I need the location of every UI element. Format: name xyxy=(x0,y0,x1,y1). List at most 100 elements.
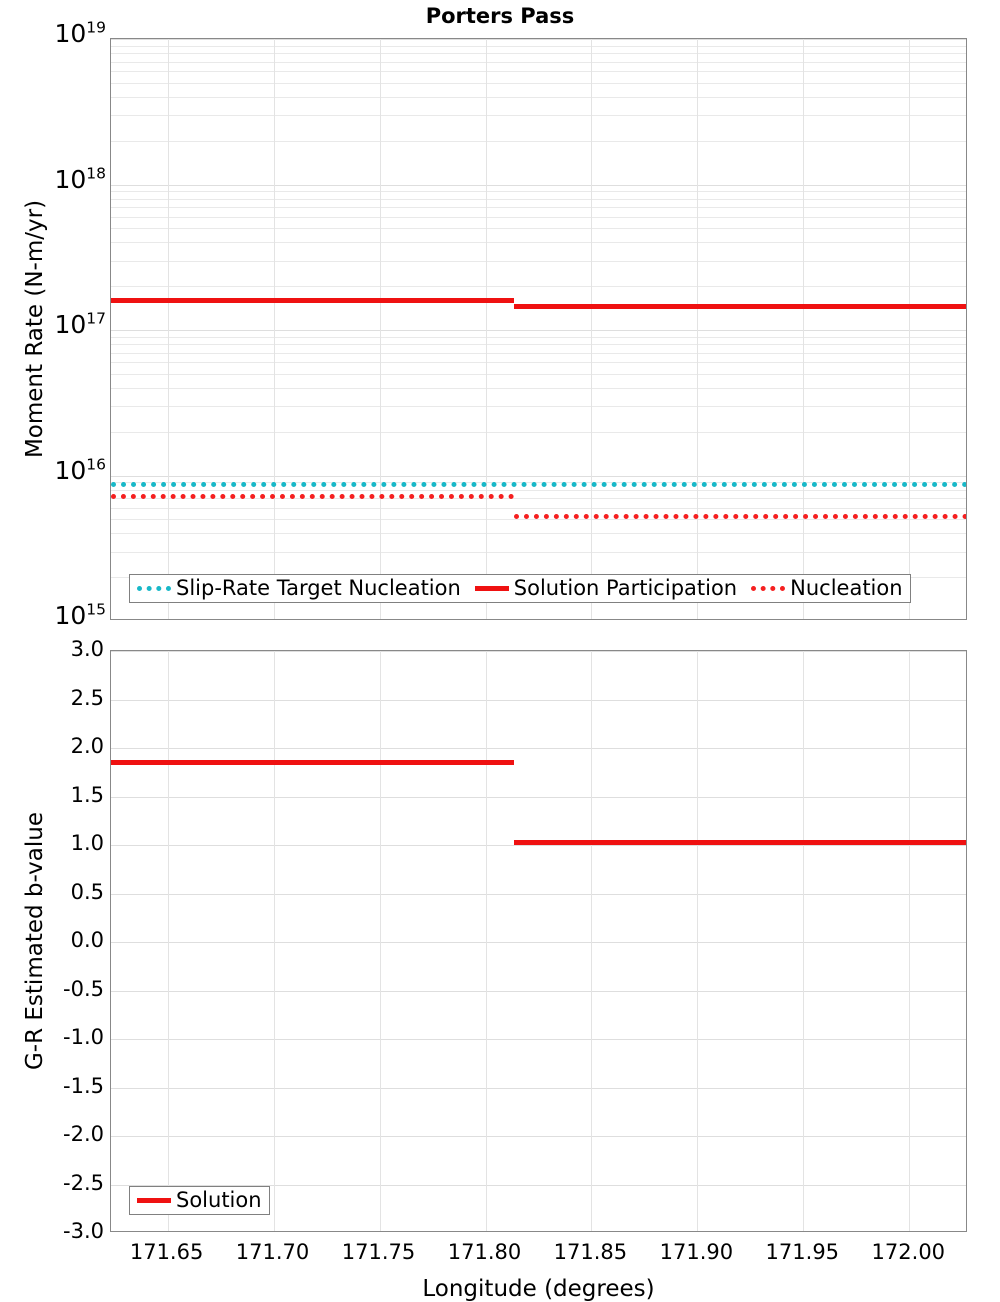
gridline-horizontal-minor xyxy=(111,406,966,408)
legend-swatch-icon xyxy=(137,586,171,591)
gridline-horizontal-minor xyxy=(111,191,966,193)
xtick-label: 171.65 xyxy=(129,1240,204,1264)
gridline-horizontal-minor xyxy=(111,336,966,338)
gridline-horizontal-minor xyxy=(111,61,966,63)
ytick-label-b-value: -1.5 xyxy=(63,1073,104,1098)
data-line-segment xyxy=(514,303,966,309)
gridline-horizontal-minor xyxy=(111,551,966,553)
ytick-label-b-value: 1.0 xyxy=(70,831,104,855)
data-line-segment xyxy=(111,297,515,303)
gridline-horizontal-major xyxy=(111,942,966,943)
gridline-horizontal-minor xyxy=(111,115,966,117)
data-line-segment xyxy=(514,840,966,846)
gridline-vertical xyxy=(379,39,381,619)
gridline-horizontal-major xyxy=(111,990,966,992)
xtick-label: 171.95 xyxy=(765,1240,840,1264)
longitude-axis-label: Longitude (degrees) xyxy=(422,1276,655,1302)
ytick-label-b-value: 1.5 xyxy=(70,782,104,807)
gridline-horizontal-minor xyxy=(111,96,966,98)
xtick-label: 172.00 xyxy=(871,1240,946,1264)
gridline-horizontal-minor xyxy=(111,286,966,288)
ytick-label-b-value: -2.5 xyxy=(63,1170,104,1195)
moment-rate-legend-entry[interactable]: Nucleation xyxy=(751,576,903,600)
b-value-plot-area: Solution xyxy=(110,650,967,1232)
xtick-label: 171.80 xyxy=(447,1240,522,1264)
gridline-horizontal-major xyxy=(111,39,966,40)
gridline-vertical xyxy=(379,651,381,1231)
legend-label: Solution Participation xyxy=(513,576,738,600)
ytick-label-moment-rate: 1015 xyxy=(54,600,106,630)
moment-rate-legend: Slip-Rate Target Nucleation Solution Part… xyxy=(129,574,911,603)
gridline-horizontal-minor xyxy=(111,519,966,521)
gridline-horizontal-minor xyxy=(111,45,966,47)
gridline-horizontal-major xyxy=(111,893,966,895)
ytick-label-moment-rate: 1019 xyxy=(54,18,106,48)
gridline-horizontal-major xyxy=(111,1087,966,1089)
data-line-segment xyxy=(111,481,966,487)
ytick-mantissa: 10 xyxy=(54,164,87,194)
gridline-vertical xyxy=(909,651,911,1231)
ytick-label-b-value: -1.0 xyxy=(63,1025,104,1049)
ytick-label-b-value: -2.0 xyxy=(63,1122,104,1146)
gridline-horizontal-minor xyxy=(111,82,966,84)
ytick-mantissa: 10 xyxy=(54,601,87,630)
moment-rate-axis-label: Moment Rate (N-m/yr) xyxy=(22,199,48,459)
xtick-label: 171.70 xyxy=(235,1240,310,1264)
gridline-horizontal-minor xyxy=(111,533,966,535)
ytick-label-b-value: 3.0 xyxy=(70,637,104,661)
moment-rate-plot-area: Slip-Rate Target Nucleation Solution Part… xyxy=(110,38,967,620)
legend-label: Slip-Rate Target Nucleation xyxy=(176,576,461,600)
gridline-horizontal-minor xyxy=(111,344,966,346)
chart-title: Porters Pass xyxy=(425,4,575,28)
gridline-horizontal-minor xyxy=(111,260,966,262)
gridline-horizontal-major xyxy=(111,1136,966,1137)
ytick-mantissa: 10 xyxy=(54,455,87,485)
b-value-legend-entry[interactable]: Solution xyxy=(137,1190,262,1211)
ytick-label-b-value: 2.5 xyxy=(70,685,104,710)
gridline-horizontal-minor xyxy=(111,198,966,200)
gridline-horizontal-minor xyxy=(111,498,966,499)
moment-rate-legend-entry[interactable]: Slip-Rate Target Nucleation xyxy=(137,578,461,599)
gridline-horizontal-minor xyxy=(111,489,966,491)
legend-label: Nucleation xyxy=(790,576,903,600)
xtick-label: 171.85 xyxy=(553,1240,628,1264)
ytick-label-moment-rate: 1016 xyxy=(54,455,106,485)
gridline-horizontal-minor xyxy=(111,228,966,230)
gridline-horizontal-minor xyxy=(111,53,966,55)
ytick-label-moment-rate: 1017 xyxy=(54,311,106,337)
gridline-vertical xyxy=(273,651,275,1231)
b-value-legend: Solution xyxy=(129,1186,270,1215)
gridline-vertical xyxy=(803,651,805,1231)
moment-rate-legend-entry[interactable]: Solution Participation xyxy=(474,576,738,600)
gridline-horizontal-minor xyxy=(111,352,966,354)
gridline-horizontal-major xyxy=(111,845,966,846)
gridline-horizontal-major xyxy=(111,330,966,331)
ytick-label-b-value: 0.0 xyxy=(70,928,104,952)
gridline-horizontal-major xyxy=(111,651,966,652)
gridline-horizontal-major xyxy=(111,1184,966,1186)
ytick-mantissa: 10 xyxy=(54,19,87,48)
ytick-label-b-value: 0.5 xyxy=(70,879,104,904)
gridline-horizontal-minor xyxy=(111,387,966,389)
legend-swatch-icon xyxy=(474,586,509,591)
gridline-vertical xyxy=(167,39,169,619)
gridline-vertical xyxy=(697,39,699,619)
data-line-segment xyxy=(111,493,515,499)
ytick-label-b-value: -0.5 xyxy=(63,976,104,1001)
xtick-label: 171.90 xyxy=(659,1240,734,1264)
gridline-horizontal-major xyxy=(111,748,966,749)
gridline-horizontal-major xyxy=(111,699,966,701)
ytick-exponent: 19 xyxy=(86,18,106,37)
legend-label: Solution xyxy=(176,1188,262,1212)
gridline-horizontal-minor xyxy=(111,507,966,509)
gridline-horizontal-minor xyxy=(111,362,966,364)
gridline-vertical xyxy=(591,39,593,619)
b-value-axis-label: G-R Estimated b-value xyxy=(22,811,48,1071)
gridline-vertical xyxy=(697,651,699,1231)
gridline-horizontal-major xyxy=(111,184,966,186)
gridline-vertical xyxy=(273,39,275,619)
gridline-vertical xyxy=(485,651,487,1231)
gridline-vertical xyxy=(909,39,911,619)
ytick-exponent: 15 xyxy=(86,600,106,619)
